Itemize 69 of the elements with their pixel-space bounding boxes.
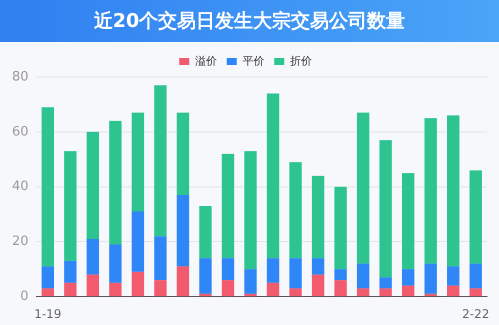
bar <box>176 266 190 296</box>
bar <box>244 269 257 294</box>
bar <box>154 85 167 236</box>
bar <box>222 280 234 296</box>
bar <box>199 206 212 258</box>
bar <box>312 176 324 258</box>
bar <box>266 93 280 258</box>
bar <box>109 120 122 244</box>
bar <box>176 195 190 266</box>
bar <box>356 264 370 288</box>
bar <box>424 118 437 264</box>
bar <box>470 288 482 296</box>
x-tick-label: 1-19 <box>34 306 62 321</box>
bar <box>42 288 54 296</box>
bar <box>86 132 100 239</box>
y-tick-label: 80 <box>12 69 29 84</box>
bar <box>109 282 122 296</box>
bar <box>64 260 77 283</box>
bar <box>470 170 482 264</box>
bar <box>64 151 77 261</box>
bar <box>424 264 437 294</box>
bar <box>402 286 414 296</box>
legend-label: 折价 <box>290 54 312 68</box>
bar <box>154 280 167 296</box>
bar <box>244 151 257 270</box>
y-tick-label: 60 <box>12 124 29 140</box>
bar <box>334 186 347 270</box>
bar <box>132 112 144 212</box>
bar <box>42 107 54 266</box>
bar <box>447 115 460 266</box>
bar <box>470 264 482 288</box>
bar <box>266 282 280 296</box>
bar <box>312 258 324 275</box>
bar <box>86 238 100 275</box>
bar <box>289 288 302 296</box>
bar <box>176 112 190 196</box>
bar <box>199 258 212 294</box>
bar <box>132 272 144 296</box>
bar <box>266 258 280 283</box>
bar <box>222 154 234 258</box>
bar <box>154 236 167 280</box>
y-tick-label: 40 <box>12 179 29 194</box>
bar <box>312 274 324 296</box>
bar <box>109 244 122 283</box>
bar <box>334 280 347 296</box>
bar <box>86 274 100 296</box>
bar <box>64 282 77 296</box>
bar <box>379 140 392 278</box>
y-tick-label: 0 <box>20 288 29 304</box>
bar <box>334 269 347 280</box>
legend-label: 平价 <box>242 54 264 68</box>
bar <box>402 173 414 270</box>
x-tick-label: 2-22 <box>462 306 490 321</box>
bar <box>222 258 234 280</box>
bar <box>402 269 414 286</box>
bar <box>424 294 437 296</box>
bar <box>42 266 54 288</box>
bar <box>379 288 392 296</box>
bar <box>447 286 460 296</box>
bar <box>289 162 302 258</box>
bar <box>447 266 460 286</box>
bar <box>356 112 370 264</box>
y-tick-label: 20 <box>12 234 29 250</box>
legend-label: 溢价 <box>194 54 217 68</box>
bar <box>132 212 144 272</box>
chart-title: 近20个交易日发生大宗交易公司数量 <box>0 0 499 42</box>
bar <box>379 277 392 288</box>
bar <box>356 288 370 296</box>
bar <box>289 258 302 288</box>
